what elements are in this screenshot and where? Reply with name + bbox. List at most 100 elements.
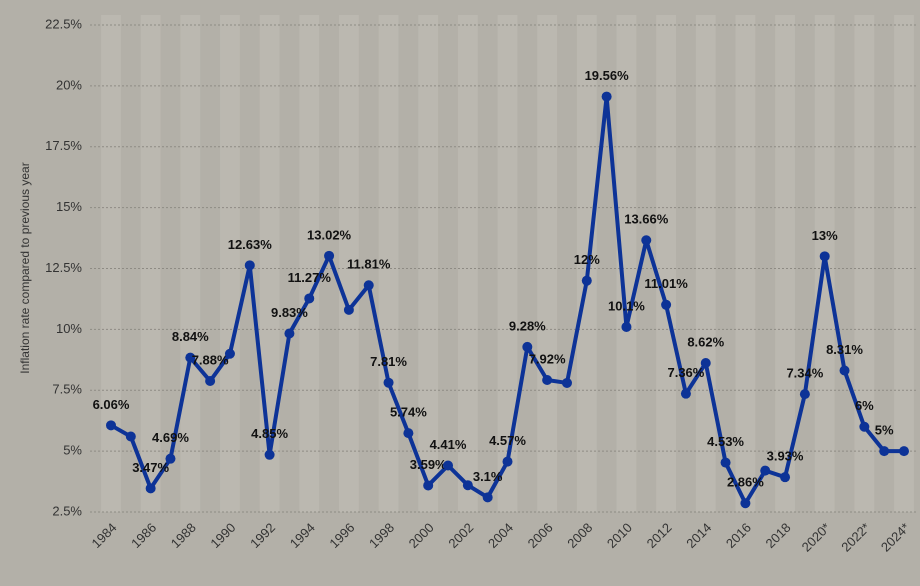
- point: [343, 304, 354, 315]
- value-label: 5%: [875, 423, 894, 438]
- value-label: 13%: [812, 228, 838, 243]
- y-tick-label: 12.5%: [45, 260, 82, 275]
- point: [542, 375, 553, 386]
- x-tick-label: 1990: [207, 520, 238, 551]
- point: [462, 480, 473, 491]
- value-label: 8.84%: [172, 329, 209, 344]
- point: [760, 465, 771, 476]
- x-tick-label: 2012: [644, 520, 675, 551]
- value-label: 4.41%: [430, 437, 467, 452]
- band: [497, 15, 518, 512]
- point: [799, 389, 810, 400]
- band: [854, 15, 875, 512]
- point: [581, 275, 592, 286]
- point: [244, 260, 255, 271]
- band: [616, 15, 637, 512]
- x-tick-label: 1994: [287, 520, 318, 551]
- point: [482, 492, 493, 503]
- x-tick-label: 2020*: [799, 520, 834, 555]
- point: [502, 456, 513, 467]
- point: [383, 377, 394, 388]
- value-label: 6.06%: [93, 397, 130, 412]
- y-tick-label: 2.5%: [52, 503, 82, 518]
- point: [819, 251, 830, 262]
- value-label: 4.85%: [251, 426, 288, 441]
- value-label: 3.59%: [410, 457, 447, 472]
- y-tick-label: 17.5%: [45, 138, 82, 153]
- point: [780, 472, 791, 483]
- band: [418, 15, 439, 512]
- point: [443, 460, 454, 471]
- point: [740, 498, 751, 509]
- value-label: 8.31%: [826, 342, 863, 357]
- point: [720, 457, 731, 468]
- point: [363, 280, 374, 291]
- point: [125, 431, 136, 442]
- point: [700, 357, 711, 368]
- value-label: 2.86%: [727, 475, 764, 490]
- x-tick-label: 2010: [604, 520, 635, 551]
- x-tick-label: 2014: [683, 520, 714, 551]
- y-tick-label: 22.5%: [45, 16, 82, 31]
- point: [839, 365, 850, 376]
- x-tick-label: 2018: [763, 520, 794, 551]
- value-label: 3.47%: [132, 460, 169, 475]
- y-tick-label: 5%: [63, 443, 82, 458]
- value-label: 4.69%: [152, 430, 189, 445]
- x-tick-label: 2022*: [838, 520, 873, 555]
- x-tick-label: 1986: [128, 520, 159, 551]
- point: [641, 235, 652, 246]
- point: [145, 483, 156, 494]
- point: [423, 480, 434, 491]
- point: [304, 293, 315, 304]
- value-label: 7.88%: [192, 352, 229, 367]
- value-label: 13.02%: [307, 227, 352, 242]
- band: [537, 15, 558, 512]
- value-label: 9.83%: [271, 305, 308, 320]
- value-label: 7.81%: [370, 354, 407, 369]
- point: [185, 352, 196, 363]
- value-label: 3.1%: [473, 469, 503, 484]
- x-tick-label: 2016: [723, 520, 754, 551]
- point: [899, 446, 909, 457]
- point: [284, 328, 295, 339]
- value-label: 11.27%: [288, 270, 332, 285]
- band: [101, 15, 121, 512]
- band: [457, 15, 478, 512]
- value-label: 5.74%: [390, 405, 427, 420]
- band: [775, 15, 795, 512]
- x-tick-label: 1988: [168, 520, 199, 551]
- value-label: 19.56%: [585, 68, 630, 83]
- point: [324, 250, 335, 261]
- x-tick-label: 2000: [406, 520, 437, 551]
- band: [378, 15, 399, 512]
- point: [561, 377, 572, 388]
- value-label: 13.66%: [624, 212, 669, 227]
- point: [264, 449, 275, 460]
- band: [140, 15, 161, 512]
- x-tick-label: 1998: [366, 520, 397, 551]
- point: [522, 341, 533, 352]
- value-label: 10.1%: [608, 298, 645, 313]
- point: [205, 375, 216, 386]
- value-label: 3.93%: [767, 449, 804, 464]
- value-label: 4.53%: [707, 434, 744, 449]
- x-tick-label: 2008: [564, 520, 595, 551]
- point: [661, 299, 672, 310]
- value-label: 4.57%: [489, 433, 526, 448]
- x-tick-label: 1992: [247, 520, 278, 551]
- band: [735, 15, 756, 512]
- value-label: 12%: [574, 252, 600, 267]
- point: [106, 420, 116, 431]
- band: [299, 15, 320, 512]
- point: [403, 428, 414, 439]
- y-tick-label: 10%: [56, 321, 82, 336]
- point: [621, 321, 632, 332]
- x-tick-label: 2002: [445, 520, 476, 551]
- value-label: 11.81%: [347, 257, 391, 272]
- point: [680, 388, 691, 399]
- value-label: 7.34%: [786, 366, 823, 381]
- band: [656, 15, 677, 512]
- band: [259, 15, 280, 512]
